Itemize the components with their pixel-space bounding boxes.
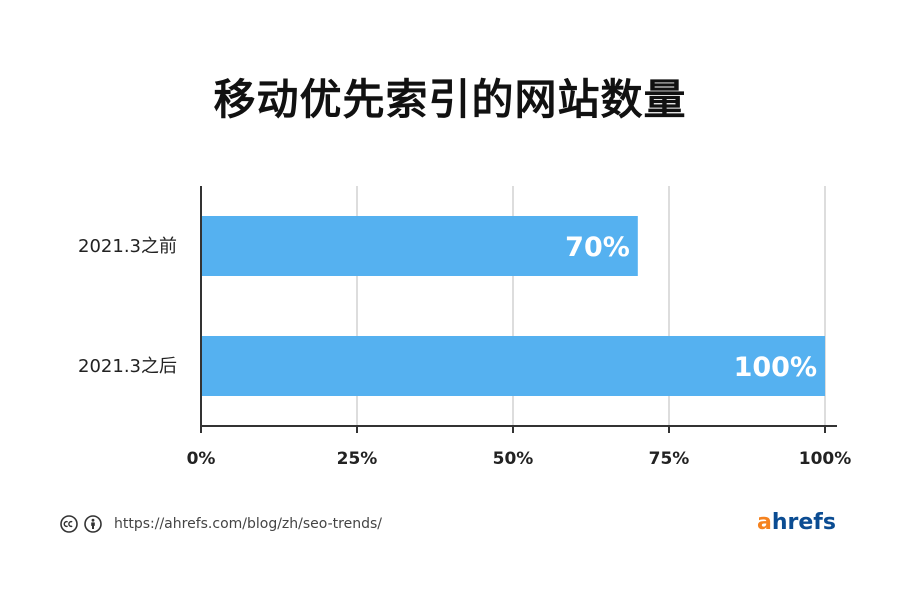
logo-accent-letter: a [757,510,772,535]
x-tick-label-50: 50% [493,449,534,469]
x-tick-label-0: 0% [187,449,216,469]
category-label-1: 2021.3之后 [78,356,177,377]
logo-text: hrefs [771,510,836,535]
bars [201,216,825,396]
bar-1 [201,336,825,396]
labels: 70% 2021.3之前 100% 2021.3之后 0% 25% 50% 75% 100% [78,232,851,469]
data-label-1: 100% [734,352,817,383]
x-tick-label-100: 100% [799,449,852,469]
bar-0 [201,216,638,276]
license-icons [60,514,102,534]
source-url: https://ahrefs.com/blog/zh/seo-trends/ [114,516,382,532]
x-tick-label-25: 25% [337,449,378,469]
ahrefs-logo: ahrefs [757,510,836,536]
data-label-0: 70% [565,232,630,263]
x-tick-label-75: 75% [649,449,690,469]
chart-title: 移动优先索引的网站数量 [213,75,687,124]
category-label-0: 2021.3之前 [78,236,177,257]
attribution-icon [84,515,102,533]
axes [200,186,837,433]
cc-icon [60,515,78,533]
